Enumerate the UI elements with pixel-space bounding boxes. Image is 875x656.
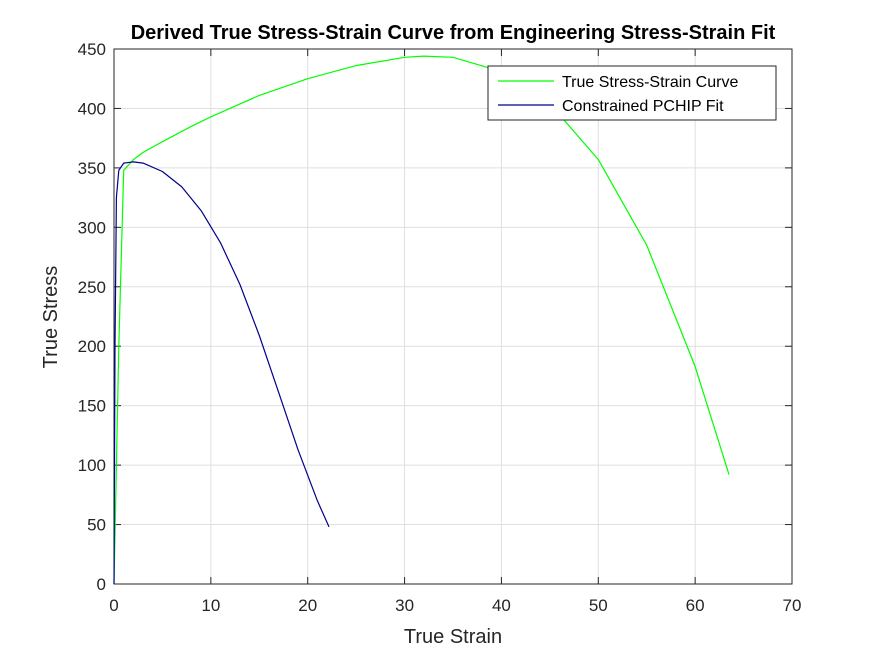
legend-box (487, 65, 777, 121)
x-axis-label: True Strain (404, 626, 502, 648)
x-tick-label: 50 (589, 596, 608, 615)
y-tick-label: 150 (78, 397, 106, 416)
x-tick-label: 20 (298, 596, 317, 615)
x-tick-label: 60 (686, 596, 705, 615)
y-tick-label: 250 (78, 278, 106, 297)
axis-ticks: 0 10 20 30 40 50 60 70 0 50 100 150 200 250 300 350 400 4… (78, 40, 802, 615)
y-axis-label: True Stress (40, 266, 62, 369)
y-tick-label: 400 (78, 99, 106, 118)
series-line-1 (113, 55, 730, 585)
y-tick-label: 0 (97, 575, 106, 594)
legend: True Stress-Strain Curve Constrained PCHI… (487, 65, 777, 121)
legend-entry-label: Constrained PCHIP Fit (562, 98, 724, 115)
chart-title: Derived True Stress-Strain Curve from En… (131, 22, 776, 44)
legend-entry-label: True Stress-Strain Curve (562, 74, 738, 91)
x-tick-label: 30 (395, 596, 414, 615)
y-tick-label: 300 (78, 218, 106, 237)
x-tick-label: 10 (201, 596, 220, 615)
grid (113, 48, 793, 585)
x-tick-label: 0 (109, 596, 118, 615)
series-line-2 (113, 161, 330, 585)
series-lines (113, 55, 730, 585)
y-tick-label: 100 (78, 456, 106, 475)
y-tick-label: 50 (87, 516, 106, 535)
y-tick-label: 200 (78, 337, 106, 356)
y-tick-label: 350 (78, 159, 106, 178)
x-tick-label: 70 (783, 596, 802, 615)
plot-area-border (113, 48, 793, 585)
x-tick-label: 40 (492, 596, 511, 615)
y-tick-label: 450 (78, 40, 106, 59)
